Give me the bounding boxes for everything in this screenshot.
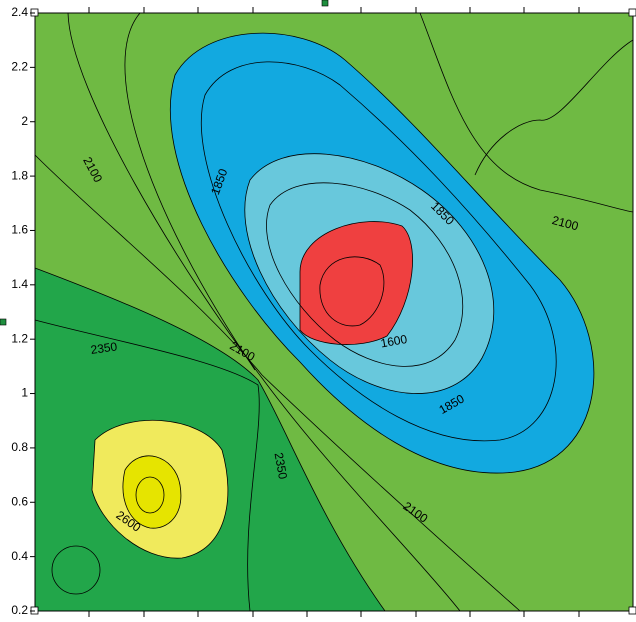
contour-line — [34, 267, 386, 612]
handle — [321, 0, 329, 7]
y-tick-label: 1.4 — [11, 277, 28, 291]
y-tick-label: 1 — [21, 386, 28, 400]
contour-line — [266, 182, 464, 367]
contour-line — [135, 476, 165, 514]
contour-label: 1600 — [379, 332, 408, 350]
y-tick-label: 2 — [21, 114, 28, 128]
handle — [0, 318, 7, 326]
y-tick-label: 1.6 — [11, 223, 28, 237]
contour-line — [170, 32, 595, 474]
region-yellow — [122, 455, 181, 529]
contour-label: 2100 — [551, 213, 581, 234]
contour-line — [124, 12, 256, 371]
contour-line — [200, 61, 557, 442]
contour-line — [51, 545, 101, 595]
y-tick-label: 1.8 — [11, 168, 28, 182]
y-tick-label: 0.6 — [11, 494, 28, 508]
handle — [628, 8, 636, 17]
contour-lines — [34, 12, 634, 612]
y-tick-label: 0.4 — [11, 549, 28, 563]
y-tick-label: 2.4 — [11, 5, 28, 19]
y-tick-label: 1.2 — [11, 331, 28, 345]
x-axis-ticks — [88, 7, 580, 617]
contour-line — [419, 12, 634, 213]
contour-line — [91, 419, 229, 559]
plot-frame — [34, 12, 634, 612]
contour-line — [122, 455, 182, 529]
contour-line — [67, 12, 461, 612]
y-tick-label: 0.8 — [11, 440, 28, 454]
handle — [628, 606, 636, 615]
contour-line — [34, 154, 521, 612]
contour-line — [474, 39, 634, 176]
contour-line — [299, 221, 413, 345]
contour-label: 2350 — [90, 339, 119, 357]
y-axis: 0.2 0.4 0.6 0.8 1 1.2 1.4 1.6 1.8 2 2.2 2.4 — [11, 5, 35, 617]
contour-label: 2350 — [272, 451, 290, 480]
y-tick-label: 0.2 — [11, 603, 28, 617]
contour-line — [244, 153, 495, 394]
contour-line — [319, 256, 385, 327]
y-tick-label: 2.2 — [11, 60, 28, 74]
contour-line — [34, 319, 260, 612]
plot — [34, 12, 634, 612]
